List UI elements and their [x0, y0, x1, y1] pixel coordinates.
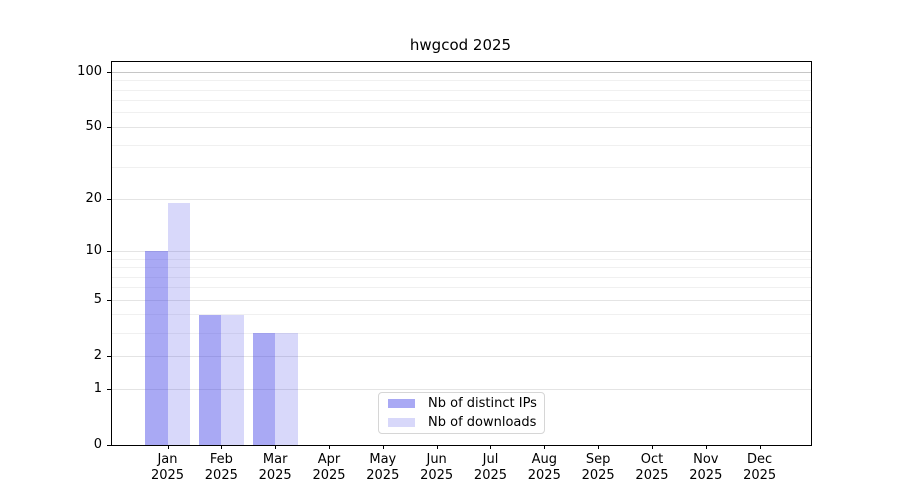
y-tick-label-2: 2 [93, 348, 102, 364]
x-tick-label-nov: Nov 2025 [689, 452, 723, 483]
x-tick-label-dec: Dec 2025 [743, 452, 777, 483]
x-tick-label-jul: Jul 2025 [473, 452, 508, 483]
gridline-50 [112, 126, 811, 128]
gridline-80 [112, 89, 811, 91]
gridline-2 [112, 355, 811, 357]
plot-area: Jan 2025 Feb 2025 Mar 2025 Apr 2025 May 2025… [77, 61, 812, 483]
x-tick-feb [221, 445, 223, 449]
legend-swatch-distinct-ips [388, 399, 415, 408]
gridline-10 [112, 250, 811, 252]
y-tick-label-20: 20 [85, 191, 102, 207]
y-tick-2 [107, 355, 112, 357]
gridline-9 [112, 258, 811, 260]
x-tick-label-apr: Apr 2025 [312, 452, 346, 483]
bar-distinct-ips-mar [252, 333, 276, 445]
gridline-60 [112, 112, 811, 114]
legend-entry-downloads: Nb of downloads [388, 415, 537, 430]
gridline-6 [112, 287, 811, 289]
y-tick-label-1: 1 [93, 381, 102, 396]
x-tick-nov [705, 445, 707, 449]
x-tick-label-sep: Sep 2025 [581, 452, 615, 483]
y-tick-50 [107, 126, 112, 128]
x-tick-label-jun: Jun 2025 [420, 452, 454, 483]
x-tick-jan [167, 445, 169, 449]
legend-label-distinct-ips: Nb of distinct IPs [428, 396, 537, 411]
x-tick-label-may: May 2025 [366, 452, 400, 483]
gridline-4 [112, 314, 811, 316]
bar-downloads-feb [221, 314, 244, 445]
gridline-30 [112, 167, 811, 169]
x-tick-dec [759, 445, 761, 449]
y-tick-20 [107, 198, 112, 200]
bar-distinct-ips-feb [198, 314, 222, 445]
bar-distinct-ips-jan [145, 251, 168, 445]
legend-label-downloads: Nb of downloads [428, 415, 537, 430]
y-tick-label-5: 5 [93, 292, 102, 308]
x-tick-label-aug: Aug 2025 [527, 452, 561, 483]
y-tick-100 [107, 71, 112, 73]
legend-swatch-downloads [388, 418, 415, 427]
gridline-7 [112, 276, 811, 278]
x-tick-aug [544, 445, 546, 449]
gridline-70 [112, 100, 811, 102]
y-tick-5 [107, 299, 112, 301]
x-tick-mar [275, 445, 277, 449]
y-tick-1 [107, 388, 112, 390]
gridline-1 [112, 388, 811, 390]
legend: Nb of distinct IPs Nb of downloads [378, 392, 545, 434]
gridline-100 [112, 71, 811, 73]
x-tick-oct [651, 445, 653, 449]
y-tick-0 [107, 444, 112, 446]
x-tick-jul [490, 445, 492, 449]
x-tick-label-jan: Jan 2025 [150, 452, 185, 483]
bar-downloads-mar [275, 333, 298, 445]
gridline-40 [112, 144, 811, 146]
bar-downloads-jan [167, 203, 190, 445]
chart-title: hwgcod 2025 [409, 36, 512, 54]
gridline-20 [112, 198, 811, 200]
gridline-3 [112, 332, 811, 334]
x-tick-jun [436, 445, 438, 449]
y-tick-label-0: 0 [93, 437, 102, 452]
legend-entry-distinct-ips: Nb of distinct IPs [388, 396, 537, 411]
y-tick-label-10: 10 [85, 243, 102, 259]
y-tick-label-100: 100 [77, 64, 102, 80]
x-tick-label-mar: Mar 2025 [258, 452, 292, 483]
y-tick-10 [107, 250, 112, 252]
y-tick-label-50: 50 [85, 119, 102, 135]
gridline-5 [112, 299, 811, 301]
x-tick-sep [598, 445, 600, 449]
x-tick-apr [328, 445, 330, 449]
gridline-8 [112, 267, 811, 268]
gridline-90 [112, 80, 811, 82]
x-tick-may [382, 445, 384, 449]
x-tick-label-oct: Oct 2025 [635, 452, 669, 483]
x-tick-label-feb: Feb 2025 [204, 452, 238, 483]
